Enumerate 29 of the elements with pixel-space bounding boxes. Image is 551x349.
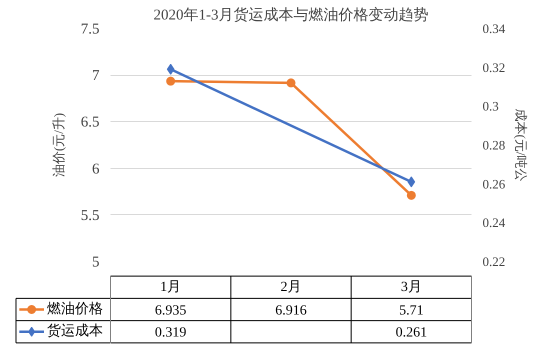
- y2-tick-label: 0.3: [482, 98, 499, 114]
- data-label: 5.71: [399, 304, 424, 318]
- y2-tick-label: 0.26: [482, 176, 506, 192]
- y-tick-label: 6: [92, 161, 100, 178]
- legend-label: 燃油价格: [46, 301, 103, 317]
- point: [406, 190, 416, 200]
- y-tick-label: 7.5: [80, 22, 100, 38]
- point: [166, 76, 176, 86]
- y-axis-title: 油价(元/升): [50, 112, 66, 178]
- data-label: 0.319: [154, 326, 186, 341]
- y-tick-label: 5: [92, 254, 100, 270]
- y-tick-label: 5.5: [80, 208, 100, 224]
- point: [286, 78, 296, 88]
- y2-tick-label: 0.24: [482, 215, 506, 230]
- x-tick-label: 3月: [400, 280, 422, 295]
- chart-title: 2020年1-3月货运成本与燃油价格变动趋势: [154, 6, 428, 24]
- y2-tick-label: 0.22: [482, 254, 506, 269]
- data-label: 6.916: [275, 304, 307, 318]
- x-tick-label: 2月: [280, 280, 302, 295]
- data-label: 6.935: [154, 304, 186, 318]
- x-tick-label: 1月: [160, 280, 182, 295]
- data-label: 0.261: [396, 326, 428, 341]
- y-tick-label: 6.5: [80, 114, 100, 131]
- legend-label: 货运成本: [46, 323, 103, 340]
- y-tick-label: 7: [92, 68, 100, 84]
- y2-tick-label: 0.34: [482, 21, 506, 36]
- y2-tick-label: 0.32: [482, 60, 506, 75]
- y2-tick-label: 0.28: [482, 138, 506, 152]
- y2-axis-title: 成本(元/吨公: [513, 108, 528, 182]
